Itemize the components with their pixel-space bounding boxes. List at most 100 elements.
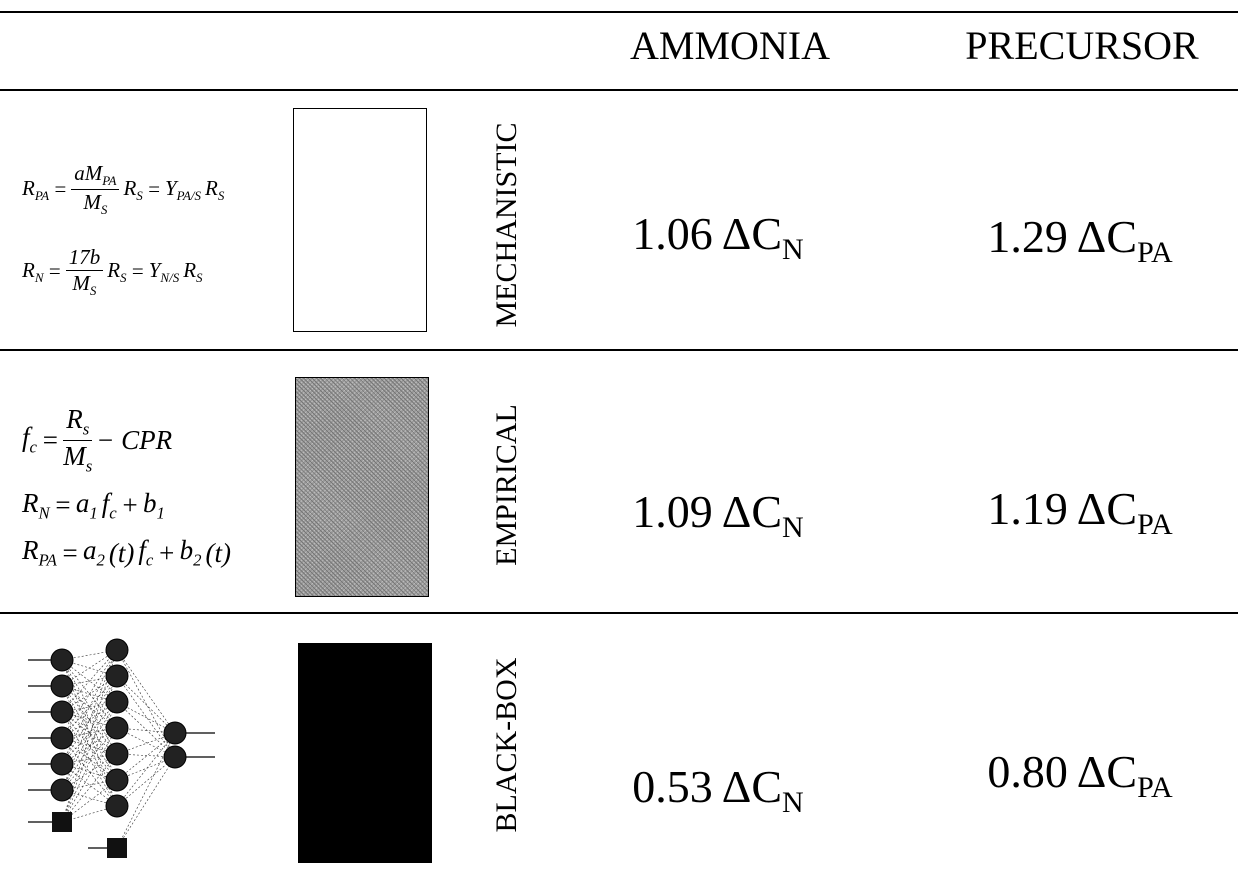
eq-text: + — [120, 490, 139, 521]
symbol: RPA — [22, 176, 49, 204]
equation: RN = a1 fc + b1 — [22, 488, 231, 523]
symbol: a1 — [76, 488, 98, 523]
neuron — [163, 721, 187, 745]
eq-text: = — [146, 177, 161, 202]
neuron — [105, 690, 129, 714]
fraction: 17b MS — [65, 244, 104, 299]
connection — [116, 732, 176, 849]
value-number: 0.80 — [987, 745, 1068, 797]
symbol: MS — [83, 190, 107, 217]
subscript: c — [145, 550, 154, 570]
neuron — [50, 700, 74, 724]
connection — [61, 711, 118, 781]
eq-text: 17b — [68, 244, 101, 269]
connection — [61, 701, 118, 791]
neuron — [105, 638, 129, 662]
equation: fc = Rs Ms − CPR — [22, 404, 231, 476]
eq-text: = — [40, 424, 60, 455]
subscript: 2 — [96, 550, 105, 570]
row-label: BLACK-BOX — [490, 657, 523, 833]
subscript: PA — [34, 188, 50, 203]
subscript: S — [120, 269, 127, 285]
connection — [116, 756, 176, 849]
eq-text: + — [157, 537, 176, 568]
connection — [61, 763, 118, 807]
symbol: YPA/S — [165, 176, 201, 204]
symbol: Ms — [63, 441, 92, 475]
symbol-base: f — [22, 422, 30, 453]
value-symbol: ΔC — [1076, 482, 1138, 534]
symbol-base: M — [72, 270, 90, 295]
connection — [61, 753, 118, 823]
connection — [61, 685, 118, 755]
symbol: Rs — [66, 404, 89, 438]
connection — [61, 737, 118, 781]
neural-network — [28, 638, 215, 858]
connection — [61, 685, 118, 729]
column-header: PRECURSOR — [965, 23, 1199, 68]
subscript: PA — [38, 550, 57, 570]
value: 1.09 ΔCN — [632, 485, 803, 545]
column-header: AMMONIA — [630, 23, 830, 68]
eq-text: a — [74, 161, 85, 186]
row-label: EMPIRICAL — [490, 404, 523, 566]
symbol: fc — [102, 488, 117, 523]
symbol-base: R — [66, 404, 83, 435]
connection — [116, 732, 176, 781]
subscript: S — [136, 188, 143, 203]
value-subscript: N — [782, 786, 804, 820]
model-box — [293, 108, 427, 332]
symbol-base: f — [101, 488, 110, 518]
neuron — [163, 745, 187, 769]
subscript: N/S — [160, 269, 180, 285]
value-number: 1.09 — [632, 485, 713, 537]
connection — [61, 701, 118, 739]
symbol: YN/S — [149, 258, 180, 286]
connection — [61, 649, 118, 713]
value: 0.80 ΔCPA — [987, 745, 1172, 805]
symbol-base: R — [22, 488, 39, 518]
symbol: b1 — [143, 488, 165, 523]
connection — [116, 675, 176, 758]
equations: RPA = aMPA MS RS = YPA/S RS RN = 17b MS RS = YN/S RS — [22, 130, 224, 330]
value: 1.29 ΔCPA — [987, 210, 1172, 270]
symbol: fc — [138, 535, 153, 570]
subscript: S — [89, 282, 97, 298]
symbol: RS — [107, 258, 126, 286]
value: 0.53 ΔCN — [632, 760, 803, 820]
connection — [61, 659, 118, 729]
model-box — [295, 377, 429, 597]
connection — [116, 727, 176, 758]
connection — [116, 701, 176, 758]
symbol: RN — [22, 488, 50, 523]
symbol: fc — [22, 422, 37, 457]
value-subscript: PA — [1137, 508, 1173, 542]
symbol-base: a — [83, 535, 97, 566]
symbol-base: R — [22, 257, 35, 282]
value-subscript: N — [782, 511, 804, 545]
value-symbol: ΔC — [721, 485, 783, 537]
symbol: RPA — [22, 535, 57, 570]
connection — [61, 737, 118, 807]
value-symbol: ΔC — [1076, 210, 1138, 262]
value-number: 1.19 — [987, 482, 1068, 534]
neuron — [105, 794, 129, 818]
subscript: 1 — [156, 503, 165, 523]
subscript: S — [100, 202, 108, 218]
connection — [61, 675, 118, 739]
symbol-base: f — [138, 535, 146, 566]
subscript: S — [196, 269, 203, 285]
symbol-base: Y — [164, 175, 177, 200]
eq-text: = — [47, 259, 62, 284]
connection — [61, 649, 118, 687]
equation: RPA = aMPA MS RS = YPA/S RS — [22, 161, 224, 218]
symbol: RN — [22, 258, 44, 286]
rule — [0, 349, 1238, 351]
equation: RPA = a2 (t) fc + b2 (t) — [22, 535, 231, 570]
symbol: a2 — [83, 535, 105, 570]
subscript: 1 — [89, 503, 98, 523]
connection — [116, 649, 176, 734]
equations: fc = Rs Ms − CPR RN = a1 fc + b1 RPA = a2 (t) fc + b2 (t) — [22, 380, 231, 595]
connection — [61, 701, 118, 765]
neuron — [50, 778, 74, 802]
